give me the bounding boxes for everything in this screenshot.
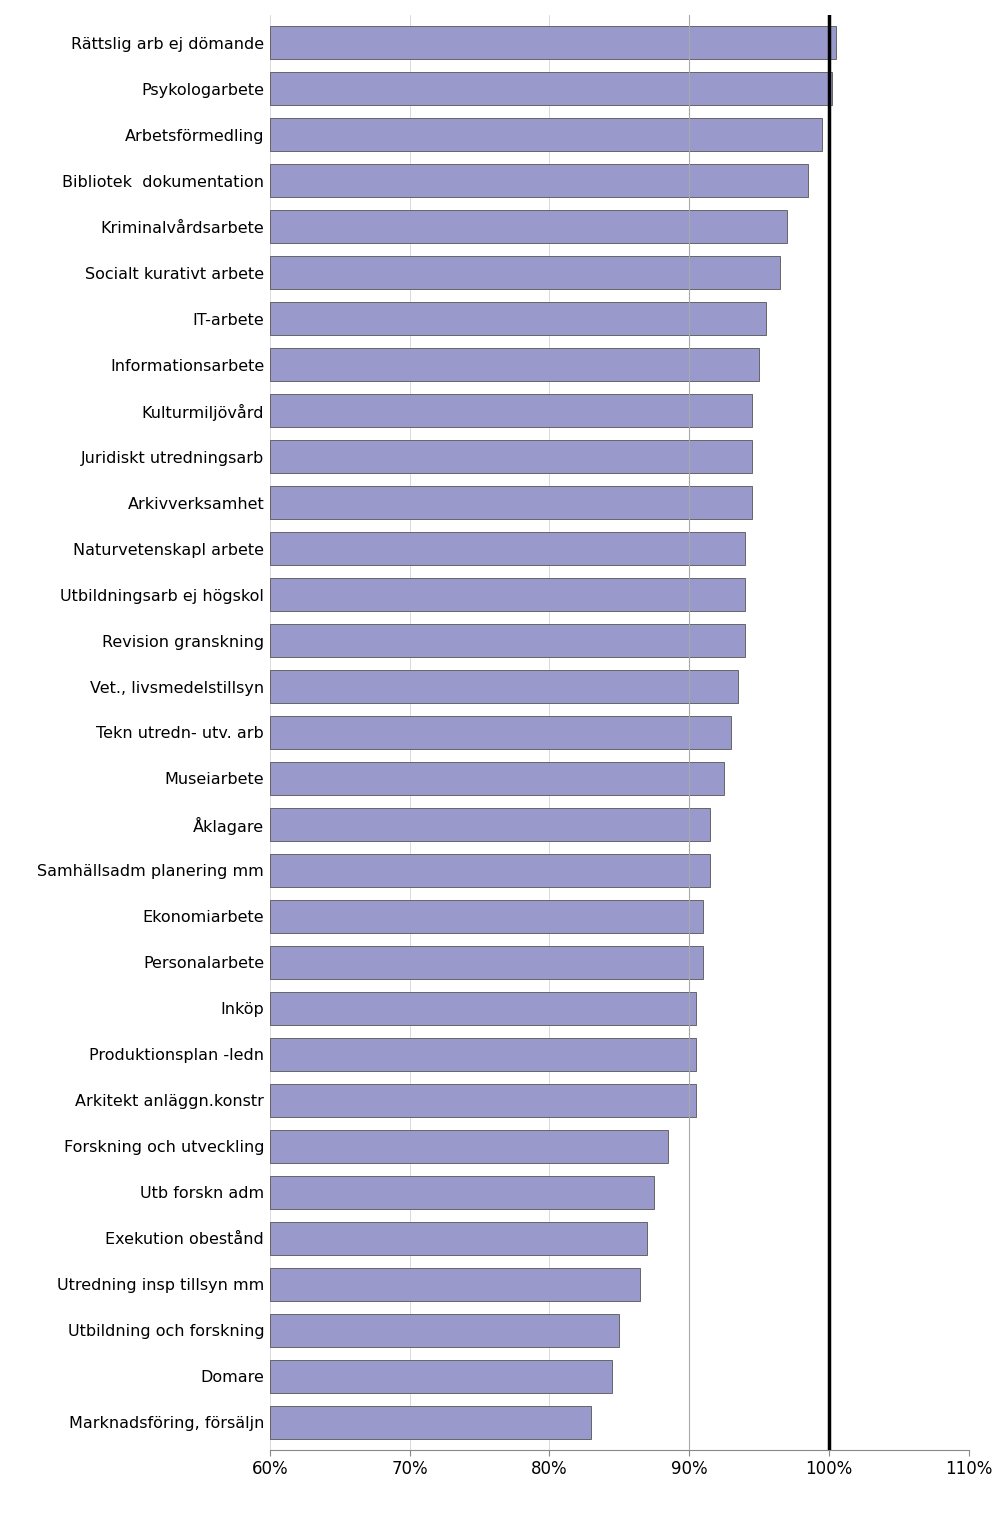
Bar <box>270 487 752 519</box>
Bar <box>270 992 696 1025</box>
Bar <box>270 1405 591 1439</box>
Bar <box>270 26 836 60</box>
Bar <box>270 761 724 795</box>
Bar <box>270 1360 612 1393</box>
Bar <box>270 716 731 749</box>
Bar <box>270 1222 647 1254</box>
Bar <box>270 1083 696 1117</box>
Bar <box>270 72 832 105</box>
Bar <box>270 1314 619 1347</box>
Bar <box>270 855 710 887</box>
Bar <box>270 1268 640 1300</box>
Bar <box>270 578 745 610</box>
Bar <box>270 256 780 290</box>
Bar <box>270 211 787 243</box>
Bar <box>270 624 745 658</box>
Bar <box>270 165 808 197</box>
Bar <box>270 394 752 427</box>
Bar <box>270 348 759 382</box>
Bar <box>270 670 738 703</box>
Bar <box>270 118 822 151</box>
Bar <box>270 807 710 841</box>
Bar <box>270 1129 668 1163</box>
Bar <box>270 439 752 473</box>
Bar <box>270 946 703 978</box>
Bar <box>270 533 745 565</box>
Bar <box>270 1175 654 1209</box>
Bar <box>270 302 766 336</box>
Bar <box>270 1038 696 1071</box>
Bar <box>270 900 703 932</box>
